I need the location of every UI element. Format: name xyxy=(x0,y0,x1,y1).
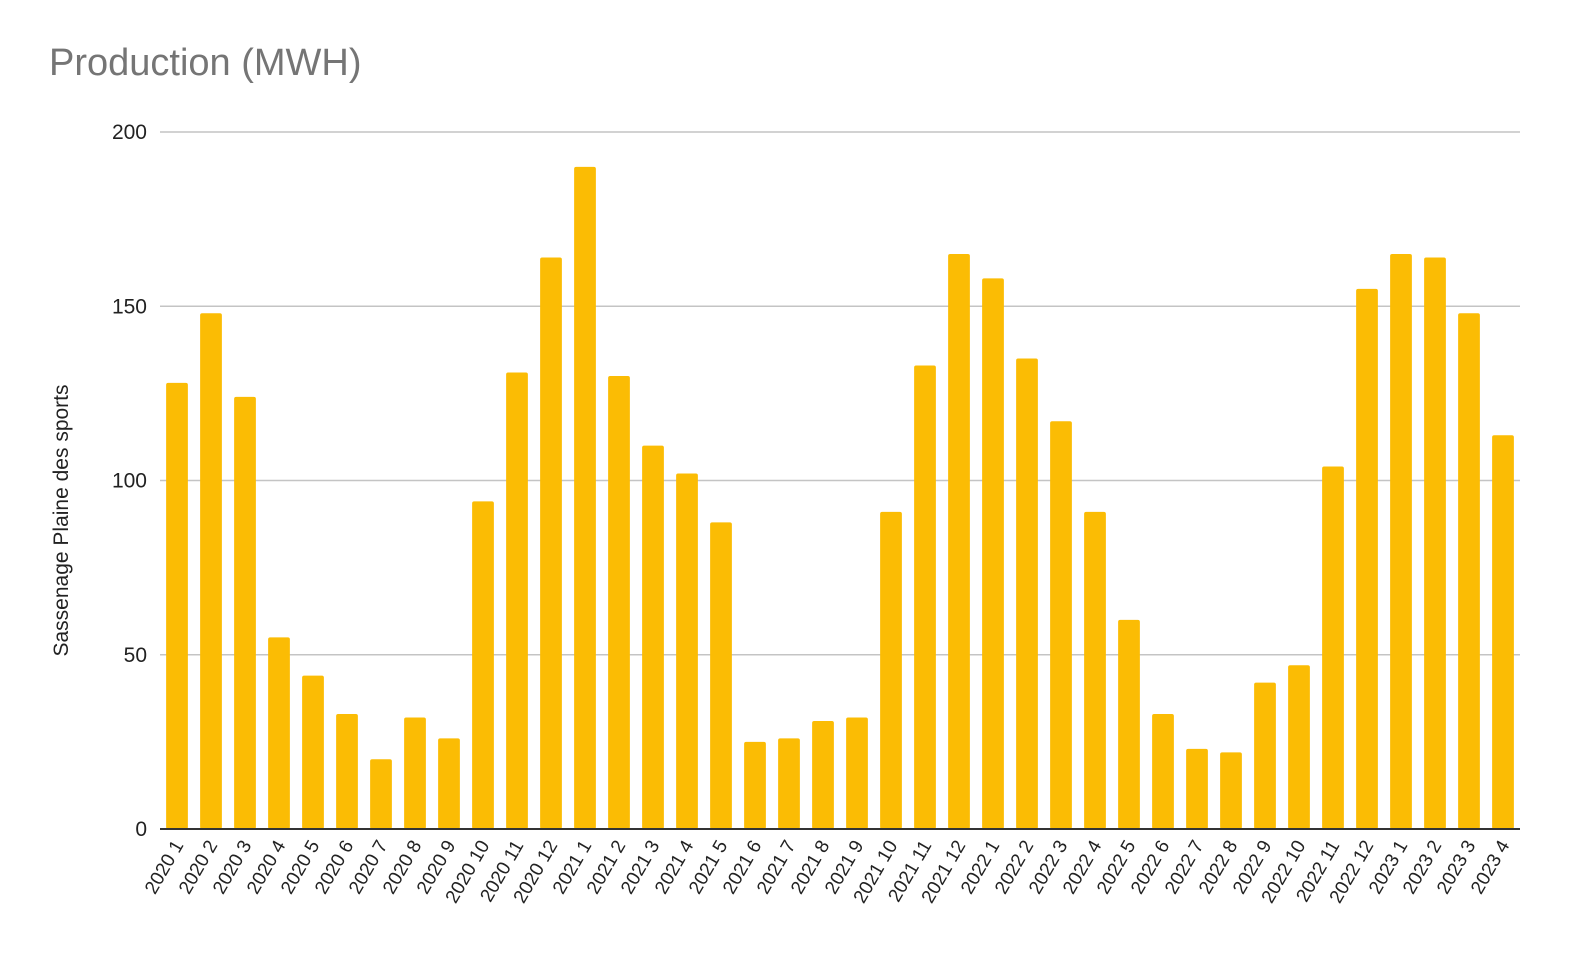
bar xyxy=(506,372,528,829)
bar xyxy=(982,278,1004,829)
bar xyxy=(540,257,562,830)
bar xyxy=(1254,682,1276,829)
bar xyxy=(1220,752,1242,829)
y-tick-label: 0 xyxy=(135,818,147,841)
bar xyxy=(1390,253,1412,830)
bar xyxy=(710,522,732,829)
bar xyxy=(1458,313,1480,830)
bar xyxy=(438,738,460,829)
y-tick-label: 50 xyxy=(124,644,147,667)
bar xyxy=(200,313,222,830)
bar xyxy=(1322,466,1344,829)
chart-title: Production (MWH) xyxy=(49,42,362,84)
bar xyxy=(336,713,358,829)
bar xyxy=(778,738,800,829)
bar xyxy=(880,511,902,829)
bar xyxy=(234,396,256,829)
bar xyxy=(574,166,596,830)
bar xyxy=(914,365,936,829)
y-axis-ticks: 0 50 100 150 200 xyxy=(112,121,147,841)
bar xyxy=(642,445,664,829)
bar xyxy=(1288,665,1310,829)
bar xyxy=(1356,288,1378,829)
bar xyxy=(812,720,834,829)
bar xyxy=(1424,257,1446,830)
bar xyxy=(166,382,188,829)
bar xyxy=(608,375,630,829)
bar xyxy=(1186,748,1208,829)
bar xyxy=(472,501,494,829)
y-tick-label: 100 xyxy=(112,470,147,493)
y-tick-label: 150 xyxy=(112,295,147,318)
bar xyxy=(370,759,392,829)
bar xyxy=(1016,358,1038,829)
y-axis-title: Sassenage Plaine des sports xyxy=(50,384,73,656)
bar xyxy=(846,717,868,829)
bar xyxy=(1118,619,1140,829)
bar xyxy=(948,253,970,830)
bar xyxy=(1152,713,1174,829)
bar xyxy=(676,473,698,829)
gridlines xyxy=(160,131,1520,656)
bar xyxy=(404,717,426,829)
bar xyxy=(1050,421,1072,829)
bar xyxy=(268,637,290,829)
bar xyxy=(744,741,766,829)
y-tick-label: 200 xyxy=(112,121,147,144)
bar xyxy=(1492,435,1514,829)
bar xyxy=(1084,511,1106,829)
bars xyxy=(166,166,1514,830)
bar xyxy=(302,675,324,829)
